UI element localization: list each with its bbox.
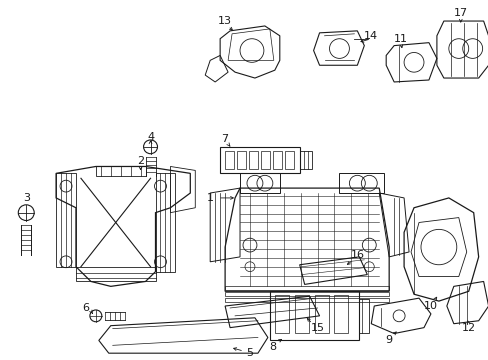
Text: 5: 5: [246, 348, 253, 358]
Text: 14: 14: [364, 31, 378, 41]
Text: 9: 9: [385, 336, 392, 345]
Text: 11: 11: [393, 34, 407, 44]
Text: 17: 17: [453, 8, 467, 18]
Text: 2: 2: [137, 156, 144, 166]
Text: 16: 16: [349, 250, 364, 260]
Text: 15: 15: [310, 323, 324, 333]
Text: 3: 3: [23, 193, 30, 203]
Text: 1: 1: [206, 193, 213, 203]
Text: 7: 7: [221, 134, 228, 144]
Text: 6: 6: [82, 303, 89, 313]
Text: 4: 4: [147, 132, 154, 142]
Text: 13: 13: [218, 16, 232, 26]
Text: 12: 12: [461, 323, 475, 333]
Text: 10: 10: [423, 301, 437, 311]
Text: 8: 8: [269, 342, 276, 352]
